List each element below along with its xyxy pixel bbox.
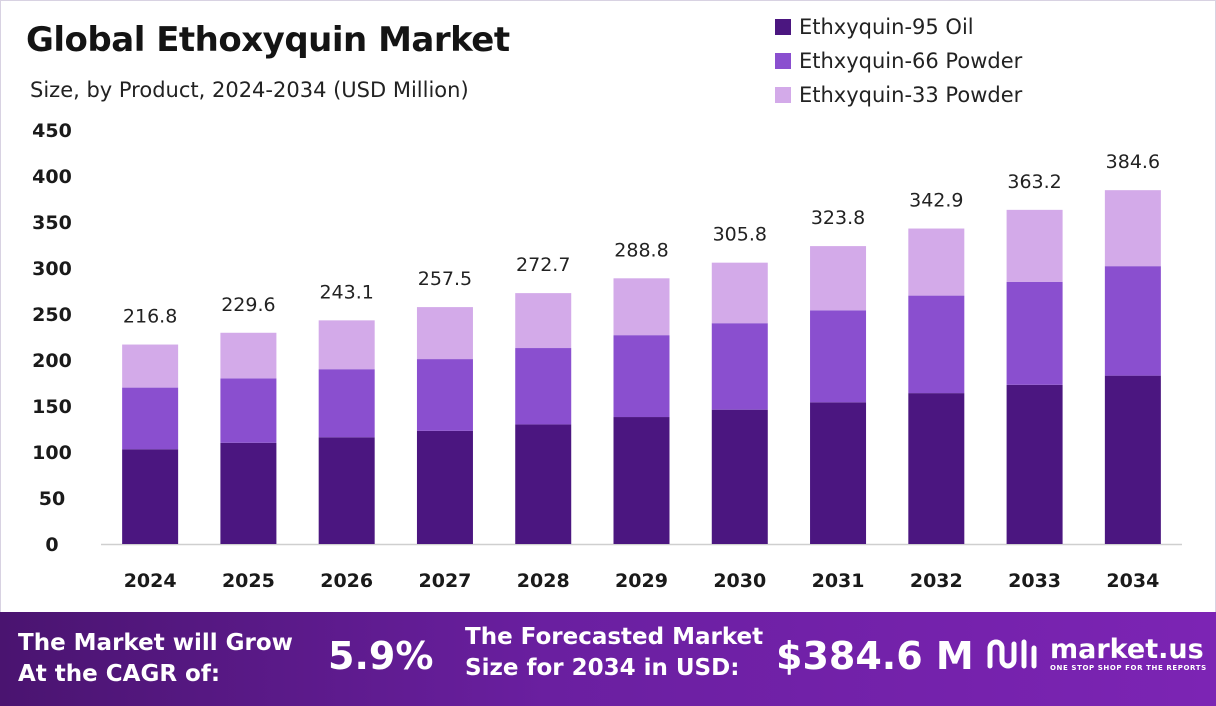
bar-segment-2-2029 bbox=[613, 335, 670, 418]
brand-tagline: ONE STOP SHOP FOR THE REPORTS bbox=[1050, 664, 1207, 672]
bar-segment-2-2031 bbox=[810, 310, 867, 403]
bar-segment-1-2030 bbox=[711, 409, 768, 544]
bar-segment-2-2028 bbox=[515, 348, 572, 425]
bar-segment-1-2027 bbox=[416, 430, 473, 544]
forecast-label-line2: Size for 2034 in USD: bbox=[465, 655, 740, 681]
total-data-label: 342.9 bbox=[909, 190, 963, 212]
x-tick-label: 2026 bbox=[320, 570, 373, 592]
legend-label-95-oil: Ethxyquin-95 Oil bbox=[799, 15, 974, 39]
bar-segment-3-2030 bbox=[711, 262, 768, 324]
chart-subtitle: Size, by Product, 2024-2034 (USD Million… bbox=[30, 78, 469, 102]
bar-segment-2-2032 bbox=[908, 295, 965, 394]
x-tick-label: 2033 bbox=[1008, 570, 1061, 592]
total-data-label: 243.1 bbox=[319, 281, 373, 303]
bar-segment-3-2026 bbox=[318, 320, 375, 370]
bar-segment-2-2024 bbox=[122, 387, 179, 450]
stacked-bar-chart: 0 50 100 150 200 250 300 350 400 450 216.8 2024 229.… bbox=[32, 120, 1182, 592]
x-tick-label: 2024 bbox=[124, 570, 177, 592]
total-data-label: 216.8 bbox=[123, 306, 177, 328]
bar-segment-3-2027 bbox=[416, 307, 473, 360]
bar-segment-1-2033 bbox=[1006, 384, 1063, 544]
y-tick-label: 300 bbox=[32, 258, 72, 280]
total-data-label: 229.6 bbox=[221, 294, 275, 316]
y-tick-label: 250 bbox=[32, 304, 72, 326]
cagr-value: 5.9% bbox=[328, 634, 434, 678]
bar-segment-1-2028 bbox=[515, 424, 572, 544]
x-tick-label: 2031 bbox=[812, 570, 865, 592]
total-data-label: 257.5 bbox=[418, 268, 472, 290]
bar-segment-1-2025 bbox=[220, 442, 277, 544]
legend-label-33-powder: Ethxyquin-33 Powder bbox=[799, 83, 1023, 107]
summary-banner: The Market will Grow At the CAGR of: 5.9… bbox=[0, 612, 1216, 706]
legend-item-66-powder: Ethxyquin-66 Powder bbox=[775, 44, 1022, 78]
bar-segment-3-2033 bbox=[1006, 209, 1063, 282]
cagr-label-line1: The Market will Grow bbox=[18, 630, 293, 656]
legend-item-33-powder: Ethxyquin-33 Powder bbox=[775, 78, 1022, 112]
bar-segment-2-2034 bbox=[1104, 266, 1161, 376]
brand-logo: market.us ONE STOP SHOP FOR THE REPORTS bbox=[984, 634, 1207, 674]
cagr-label-line2: At the CAGR of: bbox=[18, 661, 221, 687]
market-us-logo-icon bbox=[987, 639, 1037, 669]
y-tick-label: 150 bbox=[32, 396, 72, 418]
y-tick-label: 50 bbox=[39, 488, 65, 510]
y-tick-label: 400 bbox=[32, 166, 72, 188]
bar-segment-3-2028 bbox=[515, 293, 572, 349]
bar-segment-3-2025 bbox=[220, 332, 277, 379]
bar-segment-3-2024 bbox=[122, 344, 179, 388]
legend-swatch-66-powder bbox=[775, 53, 791, 69]
total-data-label: 363.2 bbox=[1007, 171, 1061, 193]
bar-segment-1-2031 bbox=[810, 402, 867, 544]
y-tick-label: 350 bbox=[32, 212, 72, 234]
total-data-label: 288.8 bbox=[614, 239, 668, 261]
y-tick-label: 100 bbox=[32, 442, 72, 464]
total-data-label: 323.8 bbox=[811, 207, 865, 229]
bar-segment-3-2032 bbox=[908, 228, 965, 296]
x-tick-label: 2032 bbox=[910, 570, 963, 592]
x-tick-label: 2029 bbox=[615, 570, 668, 592]
forecast-label: The Forecasted Market Size for 2034 in U… bbox=[465, 622, 763, 684]
bar-segment-1-2026 bbox=[318, 437, 375, 544]
bar-segment-2-2027 bbox=[416, 359, 473, 431]
forecast-label-line1: The Forecasted Market bbox=[465, 624, 764, 650]
legend-label-66-powder: Ethxyquin-66 Powder bbox=[799, 49, 1023, 73]
y-tick-label: 450 bbox=[32, 120, 72, 142]
y-tick-label: 0 bbox=[45, 534, 58, 556]
total-data-label: 384.6 bbox=[1106, 151, 1160, 173]
bar-segment-2-2033 bbox=[1006, 281, 1063, 385]
x-tick-label: 2027 bbox=[419, 570, 472, 592]
x-tick-label: 2034 bbox=[1106, 570, 1159, 592]
brand-name: market.us bbox=[1050, 634, 1204, 665]
bar-segment-1-2032 bbox=[908, 393, 965, 544]
x-tick-label: 2028 bbox=[517, 570, 570, 592]
bar-segment-3-2031 bbox=[810, 246, 867, 311]
bar-segment-2-2025 bbox=[220, 378, 277, 443]
cagr-label: The Market will Grow At the CAGR of: bbox=[18, 628, 293, 690]
bar-segment-3-2034 bbox=[1104, 190, 1161, 267]
legend-swatch-95-oil bbox=[775, 19, 791, 35]
legend-item-95-oil: Ethxyquin-95 Oil bbox=[775, 10, 1022, 44]
bar-segment-1-2029 bbox=[613, 417, 670, 544]
forecast-value: $384.6 M bbox=[776, 634, 974, 678]
legend-swatch-33-powder bbox=[775, 87, 791, 103]
brand-text: market.us ONE STOP SHOP FOR THE REPORTS bbox=[1050, 634, 1207, 673]
x-tick-label: 2030 bbox=[713, 570, 766, 592]
total-data-label: 305.8 bbox=[713, 224, 767, 246]
y-tick-label: 200 bbox=[32, 350, 72, 372]
bar-segment-3-2029 bbox=[613, 278, 670, 336]
chart-title: Global Ethoxyquin Market bbox=[26, 20, 510, 60]
x-tick-label: 2025 bbox=[222, 570, 275, 592]
bar-segment-2-2026 bbox=[318, 369, 375, 438]
total-data-label: 272.7 bbox=[516, 254, 570, 276]
bar-segment-1-2024 bbox=[122, 449, 179, 544]
legend: Ethxyquin-95 Oil Ethxyquin-66 Powder Eth… bbox=[775, 10, 1022, 112]
bar-segment-1-2034 bbox=[1104, 375, 1161, 544]
bar-segment-2-2030 bbox=[711, 323, 768, 410]
